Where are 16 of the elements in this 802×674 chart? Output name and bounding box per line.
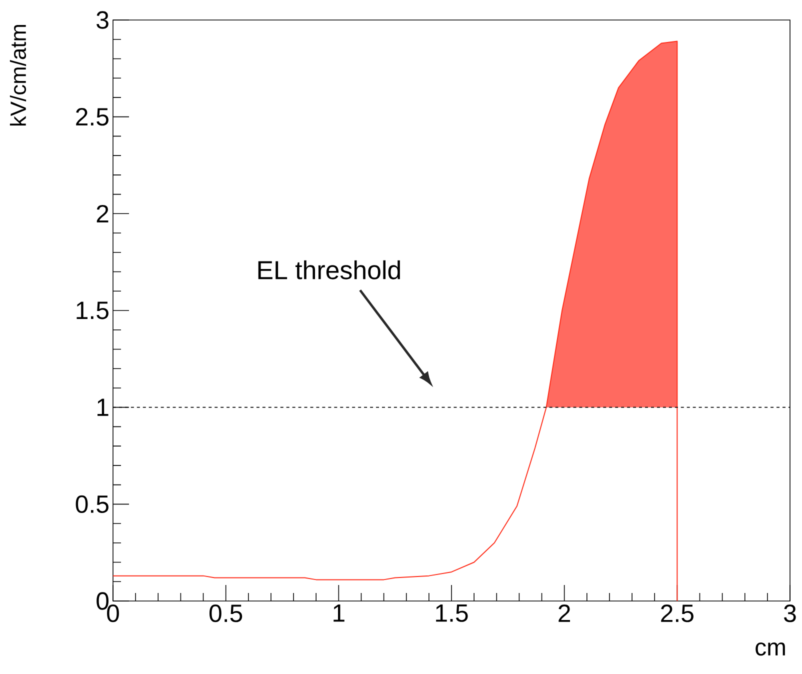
y-tick-label: 2	[96, 204, 108, 222]
x-tick-label: 1.5	[436, 604, 468, 622]
x-tick-label: 2.5	[661, 604, 694, 622]
y-tick-label: 1	[98, 398, 108, 416]
y-axis-title: kV/cm/atm	[10, 24, 26, 126]
y-tick-label: 3	[96, 11, 108, 29]
x-tick-label: 3	[784, 604, 796, 622]
x-tick-label: 2	[558, 604, 570, 622]
annotation: EL threshold	[258, 260, 400, 280]
x-tick-label: 1	[334, 604, 344, 622]
y-tick-label: 0	[96, 592, 109, 610]
y-tick-label: 2.5	[76, 108, 108, 126]
y-tick-label: 1.5	[76, 302, 108, 320]
x-tick-label: 0.5	[209, 604, 242, 622]
x-axis-title: cm	[756, 642, 785, 656]
y-tick-label: 0.5	[76, 495, 108, 513]
